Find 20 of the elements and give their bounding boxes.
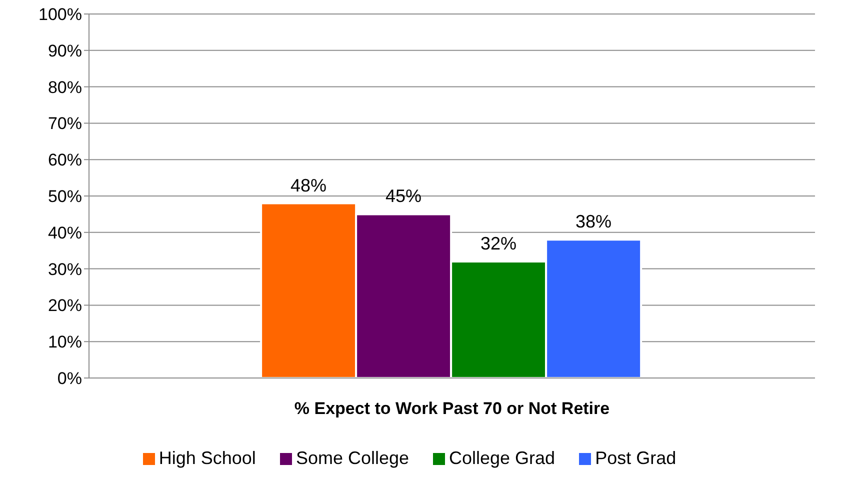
data-label: 32%: [480, 234, 517, 254]
legend-label: Post Grad: [595, 448, 676, 468]
legend-label: Some College: [296, 448, 409, 468]
legend-label: High School: [158, 448, 256, 468]
x-tick-label: % Expect to Work Past 70 or Not Retire: [294, 399, 610, 418]
y-tick-label: 60%: [48, 150, 82, 170]
y-tick-label: 40%: [48, 223, 82, 242]
y-tick-label: 100%: [38, 5, 82, 24]
y-tick-label: 90%: [48, 41, 82, 60]
y-tick-label: 10%: [48, 332, 82, 352]
y-tick-label: 80%: [48, 78, 82, 97]
legend-label: College Grad: [449, 448, 556, 468]
y-tick-label: 0%: [57, 369, 82, 388]
y-tick-label: 20%: [48, 296, 82, 316]
data-label: 45%: [386, 186, 422, 206]
data-label: 48%: [290, 175, 327, 196]
y-tick-label: 50%: [48, 187, 82, 206]
y-tick-label: 70%: [48, 114, 82, 134]
data-label: 38%: [576, 212, 612, 232]
y-tick-label: 30%: [48, 260, 82, 279]
